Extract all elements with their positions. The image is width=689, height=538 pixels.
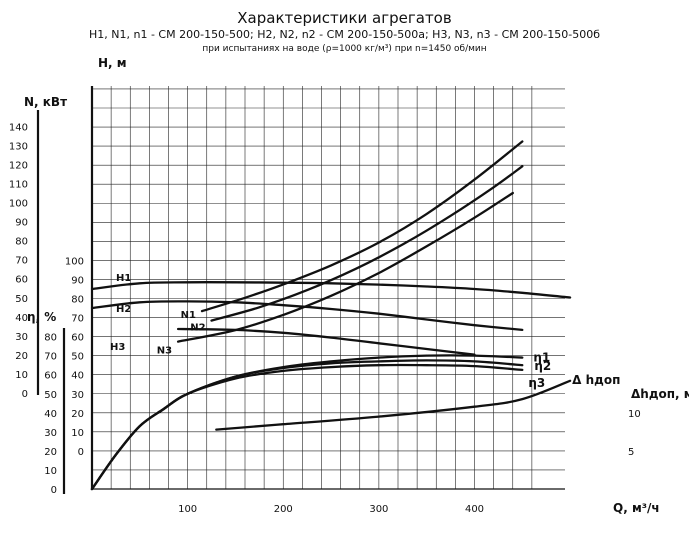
h-tick-label: 60 [71, 333, 84, 344]
n-tick-label: 130 [9, 141, 28, 152]
chart-subtitle: H1, N1, n1 - СМ 200-150-500; H2, N2, n2 … [89, 28, 600, 41]
series-label: N3 [157, 346, 172, 357]
h-tick-label: 30 [71, 390, 84, 401]
grid-lines [91, 86, 565, 490]
h-axis-label: H, м [98, 56, 127, 70]
x-tick-label: 400 [465, 504, 484, 515]
series-label: η3 [528, 376, 545, 390]
h-tick-label: 80 [71, 295, 84, 306]
series-line-4 [200, 140, 524, 313]
series-label: N2 [190, 323, 205, 334]
chart-title: Характеристики агрегатов [237, 9, 452, 27]
n-tick-label: 70 [15, 256, 28, 267]
n-tick-label: 80 [15, 237, 28, 248]
n-tick-label: 110 [9, 179, 28, 190]
eta-axis-label: η, % [27, 310, 56, 324]
eta-tick-label: 60 [44, 371, 57, 382]
dh-axis-label: Δhдоп, м [631, 387, 689, 401]
dh-tick-label: 5 [628, 447, 634, 458]
series-label: η2 [534, 359, 551, 373]
n-tick-label: 100 [9, 199, 28, 210]
series-line-5 [210, 165, 524, 322]
series-line-10 [215, 379, 572, 431]
series-label: H2 [116, 304, 131, 315]
h-tick-label: 10 [71, 428, 84, 439]
h-tick-label: 40 [71, 371, 84, 382]
n-tick-label: 20 [15, 351, 28, 362]
dh-tick-label: 10 [628, 409, 641, 420]
eta-tick-label: 10 [44, 466, 57, 477]
n-axis-label: N, кВт [24, 95, 67, 109]
series-label: H1 [116, 273, 131, 284]
series-label: η1 [533, 351, 550, 365]
eta-tick-label: 40 [44, 409, 57, 420]
x-tick-label: 300 [369, 504, 388, 515]
chart-note: при испытаниях на воде (ρ=1000 кг/м³) пр… [202, 44, 487, 54]
n-tick-label: 10 [15, 370, 28, 381]
series-line-9 [90, 363, 524, 491]
eta-tick-label: 50 [44, 390, 57, 401]
n-tick-label: 60 [15, 275, 28, 286]
series-label: N1 [181, 310, 196, 321]
h-tick-label: 70 [71, 314, 84, 325]
eta-tick-label: 0 [51, 485, 57, 496]
n-tick-label: 30 [15, 332, 28, 343]
h-tick-label: 90 [71, 275, 84, 286]
series-line-1 [90, 281, 572, 299]
h-tick-label: 50 [71, 352, 84, 363]
eta-tick-label: 30 [44, 428, 57, 439]
x-tick-label: 200 [274, 504, 293, 515]
x-axis-label: Q, м³/ч [613, 501, 660, 515]
x-tick-label: 100 [178, 504, 197, 515]
n-tick-label: 140 [9, 122, 28, 133]
h-tick-label: 20 [71, 409, 84, 420]
n-tick-label: 40 [15, 313, 28, 324]
n-tick-label: 90 [15, 218, 28, 229]
h-tick-label: 0 [78, 447, 84, 458]
n-tick-label: 0 [22, 389, 28, 400]
h-tick-label: 100 [65, 256, 84, 267]
eta-tick-label: 80 [44, 333, 57, 344]
n-tick-label: 50 [15, 294, 28, 305]
series-label: H3 [110, 342, 125, 353]
n-tick-label: 120 [9, 160, 28, 171]
series-label: Δ hдоп [572, 373, 620, 387]
series-line-6 [176, 191, 514, 343]
eta-tick-label: 70 [44, 352, 57, 363]
eta-tick-label: 20 [44, 447, 57, 458]
